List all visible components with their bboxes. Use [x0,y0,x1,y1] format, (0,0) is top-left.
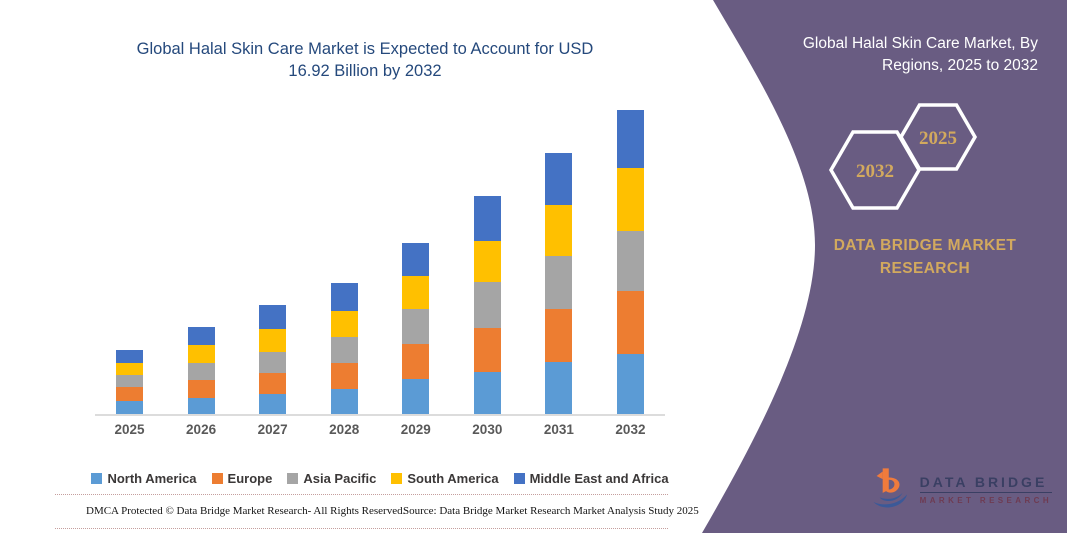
bar-segment [330,388,358,414]
bar-segment [330,337,358,364]
x-axis-label: 2029 [400,422,431,437]
x-axis-label: 2032 [615,422,646,437]
bar-segment [402,275,430,310]
x-axis-label: 2028 [329,422,360,437]
copyright-text: DMCA Protected © Data Bridge Market Rese… [86,505,406,517]
legend-swatch-icon [211,473,223,484]
legend-item: Asia Pacific [287,471,376,486]
x-axis-label: 2030 [472,422,503,437]
legend-label: Europe [227,471,273,486]
legend-swatch-icon [91,473,103,484]
source-text: Source: Data Bridge Market Research Mark… [403,505,699,517]
bar-segment [330,363,358,389]
bar-segment [545,361,573,414]
bar-segment [616,230,644,292]
bar-segment [616,168,644,231]
legend-label: Asia Pacific [303,471,377,486]
bar-segment [473,195,501,241]
legend-label: North America [107,471,197,486]
legend-item: North America [91,471,197,486]
bar-segment [187,379,215,398]
bar-segment [616,110,644,169]
bar-2028 [330,283,358,414]
legend-item: South America [391,471,499,486]
bars-container [95,110,665,414]
bar-segment [402,379,430,414]
x-axis-labels: 2025 2026 2027 2028 2029 2030 2031 2032 [95,422,665,437]
panel-title: Global Halal Skin Care Market, By Region… [802,35,1038,75]
bar-segment [187,345,215,364]
dbmr-logo-line2: MARKET RESEARCH [919,495,1052,505]
bar-segment [330,283,358,311]
bar-segment [402,242,430,276]
bar-segment [187,327,215,346]
bar-segment [116,401,143,414]
bar-segment [187,363,215,380]
bar-segment [259,372,287,394]
bar-segment [259,393,287,414]
x-axis-label: 2031 [543,422,574,437]
bar-segment [402,309,430,345]
separator-line-top [55,494,668,495]
hexagons-graphic: 2025 2032 [828,103,978,210]
legend-swatch-icon [391,473,403,484]
bar-segment [116,350,143,363]
brand-name: DATA BRIDGE MARKET RESEARCH [833,237,1017,278]
dbmr-logo-icon [873,468,908,508]
legend-label: South America [407,471,499,486]
bar-segment [330,310,358,338]
bar-segment [473,281,501,328]
bar-2026 [187,327,215,414]
dbmr-logo-line1: DATA BRIDGE [919,474,1052,493]
bar-segment [545,152,573,205]
bar-segment [116,374,143,387]
bar-segment [616,291,644,354]
legend-swatch-icon [513,473,525,484]
legend-label: Middle East and Africa [529,471,669,486]
bar-segment [545,309,573,362]
bar-2025 [116,350,143,414]
chart-legend: North America Europe Asia Pacific South Ame… [85,471,675,486]
bar-2027 [259,304,287,414]
bar-segment [473,371,501,414]
bar-segment [116,362,143,375]
bar-segment [402,344,430,380]
dbmr-logo: DATA BRIDGE MARKET RESEARCH [872,458,1052,520]
hexagon-2032 [828,130,922,210]
right-panel-shape-path [702,0,1067,533]
plot-area [95,110,665,416]
legend-item: Europe [211,471,273,486]
dbmr-logo-text: DATA BRIDGE MARKET RESEARCH [919,474,1052,505]
separator-line-bottom [55,528,668,529]
bar-segment [187,397,215,414]
bar-segment [116,386,143,402]
bar-segment [545,204,573,256]
bar-segment [473,240,501,282]
bar-segment [259,328,287,352]
bar-2032 [616,110,644,414]
bar-segment [473,327,501,372]
hexagon-2032-label: 2032 [856,161,894,182]
bar-2031 [545,152,573,414]
bar-segment [259,304,287,329]
bar-segment [545,255,573,310]
bar-segment [259,351,287,373]
x-axis-label: 2025 [114,422,145,437]
hexagon-2025-label: 2025 [919,128,957,149]
legend-swatch-icon [287,473,299,484]
chart-title: Global Halal Skin Care Market is Expecte… [136,40,594,81]
x-axis-label: 2027 [257,422,288,437]
x-axis-label: 2026 [186,422,217,437]
legend-item: Middle East and Africa [513,471,669,486]
bar-2030 [473,195,501,414]
bar-2029 [402,242,430,414]
bar-segment [616,353,644,414]
